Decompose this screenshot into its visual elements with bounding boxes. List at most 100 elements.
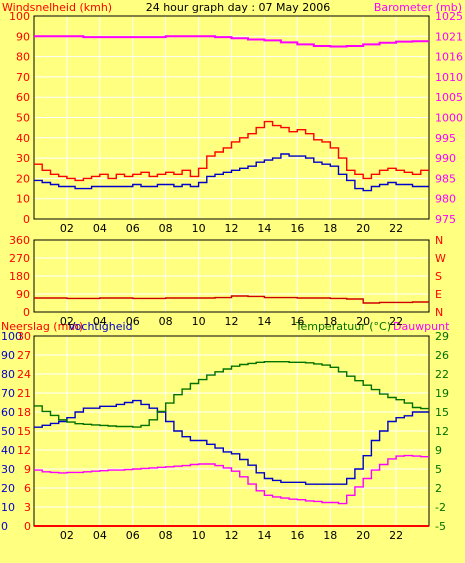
y-right-tick-label: 2 (435, 482, 442, 495)
humidity-line (34, 399, 429, 485)
y-left-tick-label: 90 (1, 349, 15, 362)
y-left-tick-label: 90 (16, 30, 30, 43)
y-right-tick-label: S (435, 270, 442, 283)
y-left-tick-label: 30 (16, 152, 30, 165)
y-right-tick-label: 995 (435, 132, 456, 145)
y-right-tick-label: 1021 (435, 30, 463, 43)
y-right-tick-label: 22 (435, 368, 449, 381)
x-tick-label: 14 (257, 222, 271, 235)
y-rain-tick-label: 12 (17, 444, 31, 457)
x-tick-label: 02 (60, 529, 74, 542)
y-right-tick-label: N (435, 234, 443, 247)
barometer-title: Barometer (mb) (374, 1, 462, 14)
x-tick-label: 16 (290, 222, 304, 235)
x-tick-label: 12 (225, 222, 239, 235)
barometer-line (34, 35, 429, 48)
y-right-tick-label: -2 (435, 501, 446, 514)
y-right-tick-label: 1025 (435, 10, 463, 23)
humidity-title: Vochtigheid (68, 320, 133, 333)
x-tick-label: 08 (159, 222, 173, 235)
x-tick-label: 18 (323, 222, 337, 235)
y-left-tick-label: 80 (16, 51, 30, 64)
y-left-tick-label: 80 (1, 368, 15, 381)
x-tick-label: 18 (323, 529, 337, 542)
wind-gust-line (34, 120, 429, 182)
x-tick-label: 02 (60, 222, 74, 235)
graph-title: 24 hour graph day : 07 May 2006 (146, 1, 331, 14)
rain-title: Neerslag (mm) (1, 320, 83, 333)
y-left-tick-label: 100 (9, 10, 30, 23)
y-left-tick-label: 50 (16, 112, 30, 125)
y-right-tick-label: 1016 (435, 51, 463, 64)
wind-direction-line (34, 295, 429, 304)
wind-average-line (34, 153, 429, 192)
x-tick-label: 10 (192, 315, 206, 328)
x-tick-label: 06 (126, 315, 140, 328)
y-left-tick-label: 100 (1, 330, 22, 343)
wind-speed-title: Windsnelheid (kmh) (2, 1, 112, 14)
y-rain-tick-label: 6 (24, 482, 31, 495)
y-left-tick-label: 40 (16, 132, 30, 145)
y-right-tick-label: 19 (435, 387, 449, 400)
y-rain-tick-label: 15 (17, 425, 31, 438)
x-tick-label: 20 (356, 529, 370, 542)
temperature-title: Temperatuur (°C) (295, 320, 391, 333)
x-tick-label: 08 (159, 529, 173, 542)
y-rain-tick-label: 3 (24, 501, 31, 514)
dewpoint-line (34, 454, 429, 505)
y-left-tick-label: 0 (23, 213, 30, 226)
y-left-tick-label: 40 (1, 444, 15, 457)
y-rain-tick-label: 27 (17, 349, 31, 362)
y-left-tick-label: 0 (23, 306, 30, 319)
y-right-tick-label: 1005 (435, 91, 463, 104)
x-tick-label: 12 (225, 529, 239, 542)
dewpoint-title: Dauwpunt (393, 320, 450, 333)
y-left-tick-label: 70 (16, 71, 30, 84)
y-right-tick-label: E (435, 288, 442, 301)
y-right-tick-label: 985 (435, 172, 456, 185)
x-tick-label: 16 (290, 315, 304, 328)
y-left-tick-label: 50 (1, 425, 15, 438)
x-tick-label: 04 (93, 315, 107, 328)
y-rain-tick-label: 18 (17, 406, 31, 419)
y-right-tick-label: 12 (435, 425, 449, 438)
x-tick-label: 16 (290, 529, 304, 542)
x-tick-label: 08 (159, 315, 173, 328)
y-left-tick-label: 20 (16, 172, 30, 185)
y-rain-tick-label: 21 (17, 387, 31, 400)
x-tick-label: 18 (323, 315, 337, 328)
x-tick-label: 04 (93, 529, 107, 542)
y-left-tick-label: 60 (1, 406, 15, 419)
y-right-tick-label: 990 (435, 152, 456, 165)
x-tick-label: 14 (257, 529, 271, 542)
y-left-tick-label: 270 (9, 252, 30, 265)
y-left-tick-label: 10 (16, 193, 30, 206)
y-left-tick-label: 0 (1, 520, 8, 533)
y-rain-tick-label: 0 (24, 520, 31, 533)
x-tick-label: 06 (126, 529, 140, 542)
y-right-tick-label: 1010 (435, 71, 463, 84)
y-right-tick-label: -5 (435, 520, 446, 533)
y-right-tick-label: 9 (435, 444, 442, 457)
y-left-tick-label: 30 (1, 463, 15, 476)
x-tick-label: 12 (225, 315, 239, 328)
temperature-line (34, 361, 429, 428)
x-tick-label: 10 (192, 222, 206, 235)
y-right-tick-label: 26 (435, 349, 449, 362)
y-right-tick-label: N (435, 306, 443, 319)
x-tick-label: 06 (126, 222, 140, 235)
y-left-tick-label: 10 (1, 501, 15, 514)
y-left-tick-label: 360 (9, 234, 30, 247)
y-right-tick-label: 1000 (435, 112, 463, 125)
x-tick-label: 14 (257, 315, 271, 328)
y-rain-tick-label: 24 (17, 368, 31, 381)
y-right-tick-label: 975 (435, 213, 456, 226)
y-left-tick-label: 180 (9, 270, 30, 283)
x-tick-label: 20 (356, 222, 370, 235)
y-left-tick-label: 70 (1, 387, 15, 400)
y-left-tick-label: 90 (16, 288, 30, 301)
x-tick-label: 02 (60, 315, 74, 328)
y-left-tick-label: 20 (1, 482, 15, 495)
y-right-tick-label: W (435, 252, 446, 265)
